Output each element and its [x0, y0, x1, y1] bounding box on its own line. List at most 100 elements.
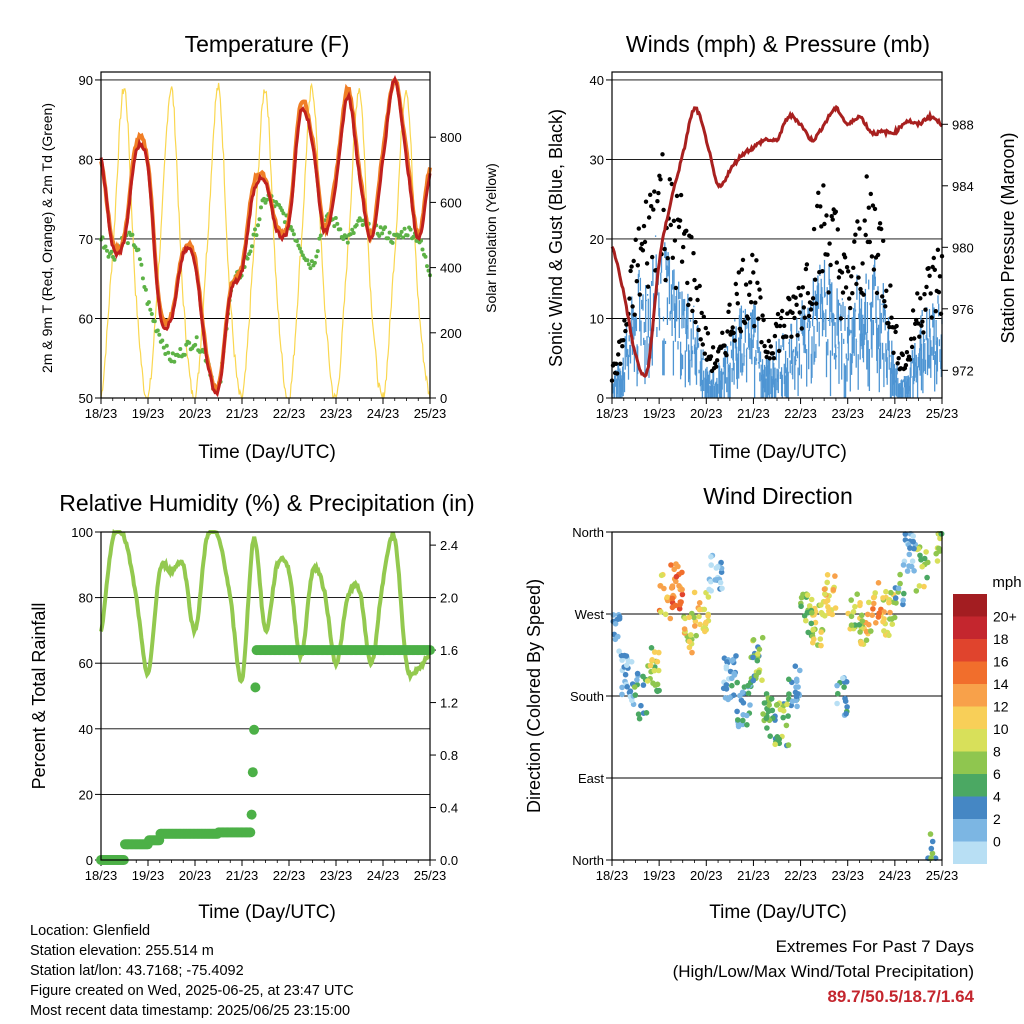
- gust-point: [867, 239, 872, 245]
- plot-border: [611, 531, 943, 861]
- direction-point: [810, 626, 816, 633]
- direction-point: [863, 628, 870, 635]
- gust-point: [770, 351, 776, 356]
- direction-point: [640, 673, 646, 680]
- latlon-text: Station lat/lon: 43.7168; -75.4092: [30, 963, 244, 979]
- gust-point: [801, 305, 806, 310]
- plot-border: [611, 71, 943, 399]
- direction-point: [656, 649, 662, 656]
- gust-point: [914, 317, 919, 323]
- colorbar-swatch: [953, 774, 987, 797]
- dewpoint-point: [257, 217, 262, 222]
- gust-point: [627, 296, 632, 301]
- direction-point: [875, 614, 882, 620]
- direction-point: [789, 698, 796, 705]
- direction-point: [655, 667, 662, 674]
- dewpoint-point: [281, 211, 286, 216]
- gust-point: [644, 261, 650, 266]
- gust-point: [808, 307, 814, 312]
- gust-point: [829, 214, 834, 219]
- direction-point: [688, 632, 694, 638]
- gust-point: [803, 266, 809, 272]
- gust-point: [698, 337, 703, 342]
- gust-point: [660, 152, 665, 157]
- gust-point: [685, 280, 690, 286]
- colorbar-tick-label: 18: [993, 631, 1009, 647]
- direction-point: [676, 583, 682, 589]
- y-tick-label: West: [575, 607, 605, 622]
- gust-point: [804, 262, 810, 267]
- direction-point: [848, 597, 854, 603]
- direction-point: [658, 609, 664, 615]
- dewpoint-point: [408, 227, 413, 232]
- direction-point: [834, 682, 840, 689]
- direction-point: [900, 597, 906, 604]
- gust-point: [917, 334, 922, 339]
- direction-point: [801, 613, 808, 619]
- y2-tick-label: 0.4: [440, 801, 458, 816]
- gust-point: [776, 348, 782, 354]
- direction-point: [668, 562, 674, 568]
- gust-point: [674, 193, 680, 199]
- dewpoint-point: [387, 230, 392, 235]
- gust-point: [734, 291, 739, 297]
- y-tick-label: 0: [86, 853, 93, 868]
- gust-point: [670, 255, 675, 260]
- direction-point: [719, 585, 725, 592]
- dewpoint-point: [306, 262, 311, 267]
- y2-tick-label: 988: [952, 117, 974, 132]
- dewpoint-point: [133, 245, 138, 250]
- temperature-title: Temperature (F): [185, 31, 350, 57]
- gust-point: [648, 192, 653, 197]
- gust-point: [782, 323, 787, 328]
- gust-point: [732, 338, 737, 343]
- plot-border: [100, 71, 431, 399]
- dewpoint-point: [263, 200, 268, 205]
- gust-point: [668, 222, 673, 228]
- gust-point: [641, 223, 647, 229]
- direction-point: [783, 722, 790, 729]
- gust-point: [689, 234, 694, 240]
- gust-point: [646, 215, 652, 220]
- colorbar-tick-label: 0: [993, 834, 1001, 850]
- direction-point: [808, 620, 815, 627]
- y-tick-label: 80: [79, 152, 93, 167]
- direction-point: [871, 600, 877, 607]
- direction-point: [750, 654, 756, 661]
- direction-point: [679, 591, 686, 598]
- gust-point: [677, 218, 683, 223]
- gust-point: [691, 251, 696, 256]
- gust-point: [891, 350, 896, 355]
- gust-point: [893, 329, 898, 335]
- direction-point: [909, 558, 916, 564]
- dewpoint-point: [299, 250, 304, 254]
- direction-point: [854, 591, 860, 597]
- gust-point: [933, 309, 938, 314]
- direction-point: [681, 626, 688, 632]
- dewpoint-point: [187, 340, 192, 345]
- direction-point: [735, 717, 741, 723]
- gust-point: [778, 315, 784, 321]
- gust-point: [752, 323, 757, 329]
- dewpoint-point: [318, 233, 323, 238]
- gust-point: [888, 283, 893, 288]
- y2-tick-label: 984: [952, 179, 974, 194]
- direction-point: [904, 568, 911, 574]
- gust-point: [629, 264, 634, 269]
- dewpoint-point: [398, 233, 403, 238]
- colorbar-tick-label: 16: [993, 654, 1009, 670]
- dewpoint-point: [380, 231, 385, 236]
- y-tick-label: 70: [79, 232, 93, 247]
- temperature-panel: Temperature (F) 50 60 70 80 90 0 200 400 600 800 1…: [39, 31, 499, 463]
- direction-point: [708, 562, 714, 568]
- y-tick-label: 50: [79, 391, 93, 406]
- gust-point: [896, 356, 901, 361]
- colorbar-swatch: [953, 729, 987, 752]
- dewpoint-point: [148, 307, 153, 312]
- direction-point: [928, 845, 935, 852]
- gust-point: [757, 287, 762, 292]
- gust-point: [633, 237, 638, 242]
- dewpoint-point: [245, 256, 250, 261]
- dewpoint-point: [163, 352, 168, 356]
